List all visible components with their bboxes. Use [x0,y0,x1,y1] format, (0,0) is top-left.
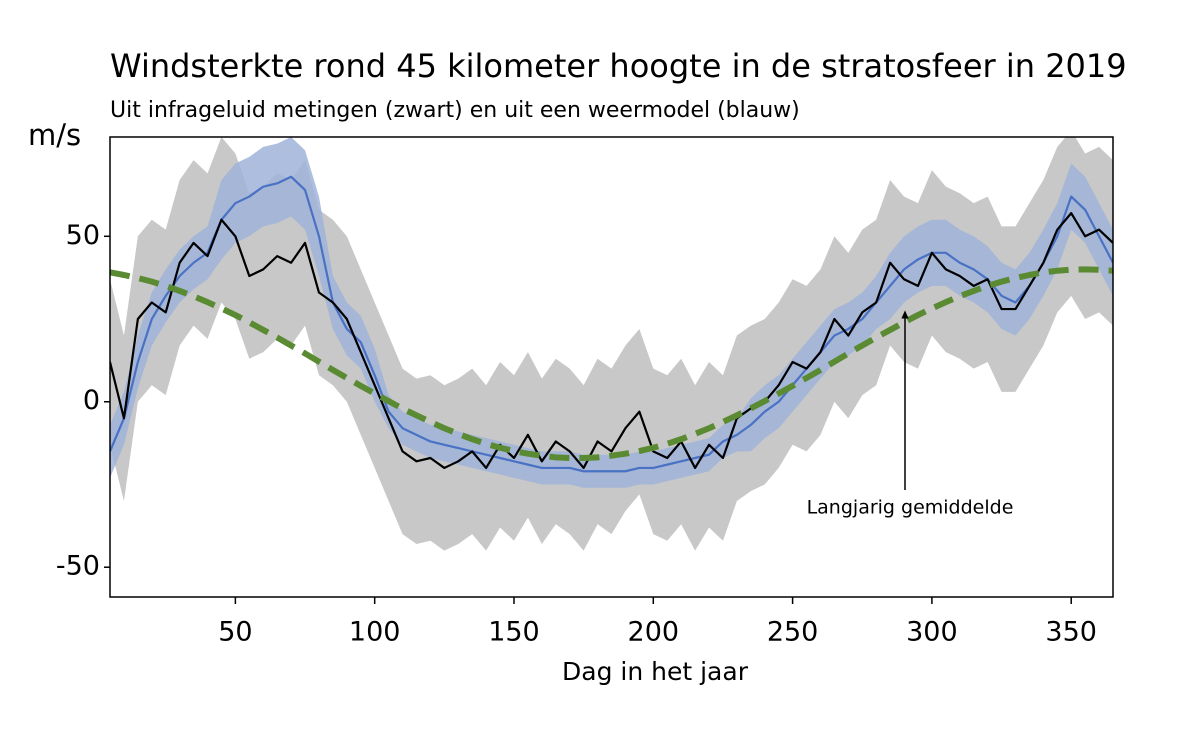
x-tick-label: 50 [218,617,252,648]
x-tick-label: 150 [488,617,540,648]
chart-title: Windsterkte rond 45 kilometer hoogte in … [110,47,1127,85]
y-tick-label: -50 [56,551,100,582]
y-tick-label: 0 [83,385,100,416]
y-axis-label: m/s [28,118,81,152]
line [110,266,1113,462]
line [110,212,1113,470]
x-tick-label: 350 [1045,617,1097,648]
x-tick-label: 250 [767,617,819,648]
plot-area [110,137,1113,551]
band [110,137,1113,551]
chart-subtitle: Uit infrageluid metingen (zwart) en uit … [110,98,800,123]
y-tick-label: 50 [66,220,100,251]
plot-frame [109,136,1114,598]
x-tick-label: 200 [628,617,680,648]
x-tick-label: 100 [349,617,401,648]
line [110,175,1113,473]
annotation: Langjarig gemiddelde [807,497,1014,519]
x-axis-label: Dag in het jaar [562,657,749,686]
x-tick-label: 300 [906,617,958,648]
